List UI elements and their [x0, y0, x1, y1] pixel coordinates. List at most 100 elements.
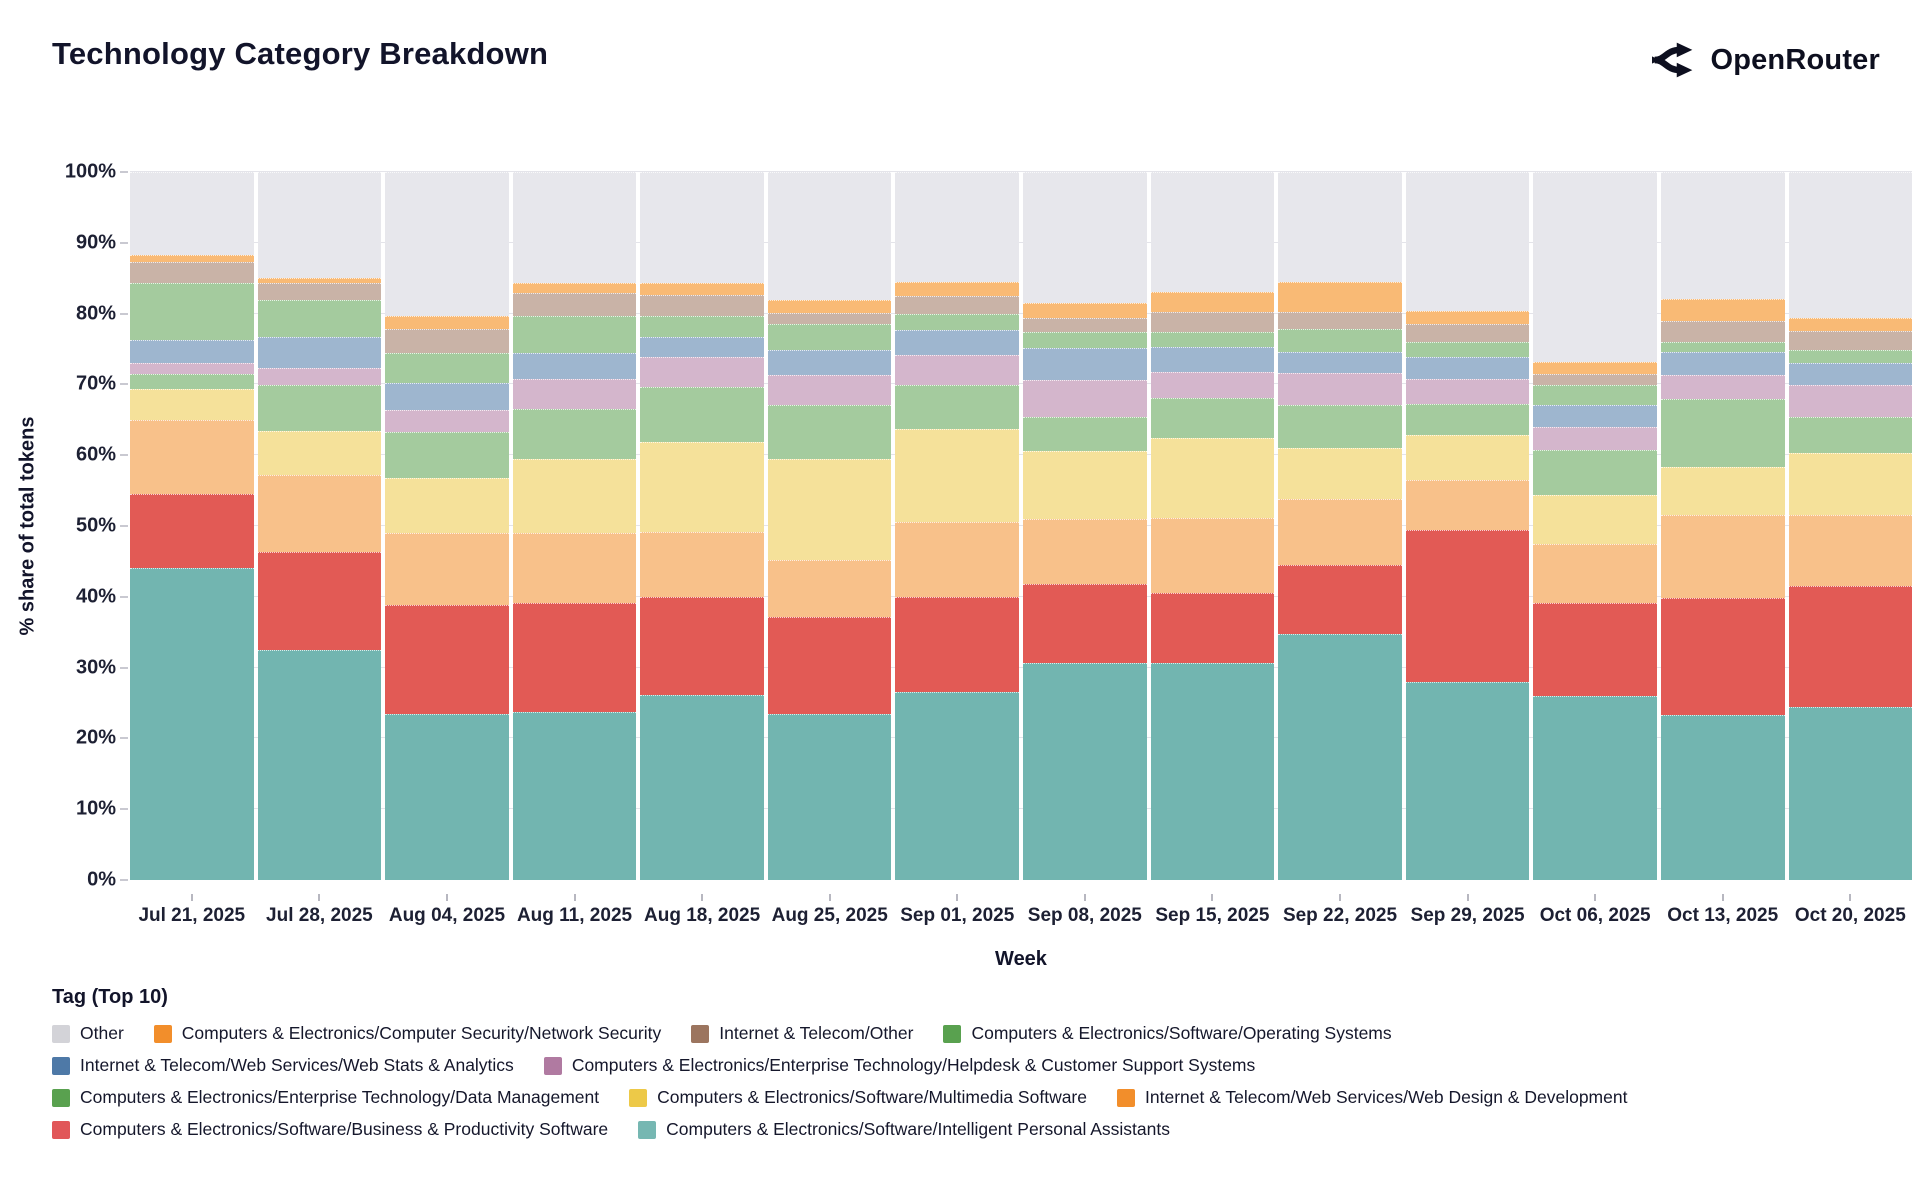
- bar-segment-ipa[interactable]: [385, 713, 509, 880]
- bar-segment-other[interactable]: [1150, 172, 1275, 292]
- bar-segment-dm[interactable]: [640, 386, 764, 442]
- bar-segment-other[interactable]: [130, 172, 254, 255]
- bar-segment-ns[interactable]: [1788, 317, 1913, 332]
- bar-segment-ns[interactable]: [1278, 281, 1402, 312]
- bar-segment-ito[interactable]: [767, 312, 892, 324]
- bar-segment-os[interactable]: [1788, 349, 1913, 363]
- bar-segment-dm[interactable]: [1405, 403, 1530, 435]
- bar-segment-bps[interactable]: [1660, 598, 1785, 716]
- bar-segment-wdd[interactable]: [1533, 543, 1657, 604]
- bar-segment-dm[interactable]: [1788, 417, 1913, 454]
- bar-segment-ns[interactable]: [385, 315, 509, 330]
- bar-segment-dm[interactable]: [1023, 417, 1147, 451]
- bar-segment-ns[interactable]: [257, 278, 382, 284]
- bar-segment-dm[interactable]: [130, 373, 254, 390]
- bar-segment-other[interactable]: [1660, 172, 1785, 299]
- bar-segment-wdd[interactable]: [767, 560, 892, 617]
- bar-segment-hd[interactable]: [257, 368, 382, 386]
- bar-segment-wdd[interactable]: [1660, 515, 1785, 599]
- bar-segment-bps[interactable]: [1788, 586, 1913, 707]
- bar-segment-dm[interactable]: [512, 408, 637, 460]
- bar-segment-wsa[interactable]: [130, 339, 254, 364]
- bar-segment-wdd[interactable]: [1278, 499, 1402, 565]
- bar-segment-hd[interactable]: [895, 354, 1020, 386]
- legend-item-wdd[interactable]: Internet & Telecom/Web Services/Web Desi…: [1117, 1087, 1627, 1108]
- bar-segment-ipa[interactable]: [895, 692, 1020, 880]
- bar-segment-dm[interactable]: [1150, 397, 1275, 439]
- bar-segment-os[interactable]: [1533, 385, 1657, 405]
- bar-segment-dm[interactable]: [1660, 398, 1785, 467]
- bar-segment-ns[interactable]: [1660, 298, 1785, 321]
- bar-segment-os[interactable]: [1660, 341, 1785, 352]
- bar-segment-other[interactable]: [1788, 172, 1913, 318]
- bar-segment-wsa[interactable]: [1150, 346, 1275, 372]
- legend-item-ipa[interactable]: Computers & Electronics/Software/Intelli…: [638, 1119, 1170, 1140]
- legend-item-mm[interactable]: Computers & Electronics/Software/Multime…: [629, 1087, 1087, 1108]
- bar-segment-wsa[interactable]: [1405, 356, 1530, 379]
- bar-segment-wdd[interactable]: [257, 475, 382, 553]
- bar-segment-wdd[interactable]: [1023, 518, 1147, 585]
- bar-segment-dm[interactable]: [257, 385, 382, 432]
- bar-segment-dm[interactable]: [767, 404, 892, 459]
- legend-item-hd[interactable]: Computers & Electronics/Enterprise Techn…: [543, 1055, 1255, 1076]
- bar-segment-wsa[interactable]: [257, 337, 382, 369]
- bar-segment-wdd[interactable]: [1788, 515, 1913, 587]
- bar-segment-dm[interactable]: [1533, 450, 1657, 495]
- bar-segment-ns[interactable]: [1533, 361, 1657, 374]
- bar-segment-ns[interactable]: [1405, 310, 1530, 324]
- bar-segment-other[interactable]: [895, 172, 1020, 282]
- bar-segment-mm[interactable]: [257, 431, 382, 476]
- bar-segment-bps[interactable]: [1150, 592, 1275, 664]
- bar-segment-mm[interactable]: [385, 477, 509, 534]
- bar-segment-mm[interactable]: [767, 458, 892, 560]
- bar-segment-ipa[interactable]: [1660, 715, 1785, 880]
- bar-segment-other[interactable]: [257, 172, 382, 279]
- bar-segment-ito[interactable]: [385, 329, 509, 354]
- legend-item-ns[interactable]: Computers & Electronics/Computer Securit…: [153, 1023, 661, 1044]
- bar-segment-wsa[interactable]: [1023, 348, 1147, 381]
- bar-segment-mm[interactable]: [1405, 434, 1530, 480]
- bar-segment-ito[interactable]: [895, 295, 1020, 314]
- bar-segment-wdd[interactable]: [1405, 480, 1530, 530]
- bar-segment-ito[interactable]: [1278, 311, 1402, 329]
- bar-segment-mm[interactable]: [1533, 494, 1657, 544]
- bar-segment-hd[interactable]: [1405, 378, 1530, 404]
- bar-segment-ipa[interactable]: [640, 695, 764, 880]
- bar-segment-bps[interactable]: [640, 596, 764, 696]
- bar-segment-os[interactable]: [1150, 332, 1275, 347]
- bar-segment-wsa[interactable]: [385, 383, 509, 410]
- bar-segment-mm[interactable]: [640, 441, 764, 532]
- bar-segment-hd[interactable]: [1788, 385, 1913, 417]
- bar-segment-hd[interactable]: [1150, 371, 1275, 398]
- bar-segment-os[interactable]: [257, 300, 382, 337]
- bar-segment-hd[interactable]: [1023, 380, 1147, 418]
- bar-segment-hd[interactable]: [512, 378, 637, 409]
- bar-segment-ito[interactable]: [1405, 323, 1530, 342]
- bar-segment-ipa[interactable]: [257, 649, 382, 880]
- bar-segment-hd[interactable]: [1660, 375, 1785, 399]
- bar-segment-bps[interactable]: [1278, 564, 1402, 634]
- bar-segment-bps[interactable]: [385, 605, 509, 714]
- bar-segment-ns[interactable]: [895, 281, 1020, 296]
- bar-segment-ito[interactable]: [640, 294, 764, 316]
- bar-segment-ito[interactable]: [130, 262, 254, 284]
- bar-segment-ns[interactable]: [767, 300, 892, 313]
- bar-segment-wdd[interactable]: [640, 531, 764, 597]
- bar-segment-other[interactable]: [640, 172, 764, 283]
- bar-segment-ipa[interactable]: [512, 712, 637, 880]
- bar-segment-dm[interactable]: [895, 385, 1020, 430]
- bar-segment-ito[interactable]: [1023, 317, 1147, 333]
- bar-segment-wdd[interactable]: [385, 533, 509, 606]
- legend-item-dm[interactable]: Computers & Electronics/Enterprise Techn…: [52, 1087, 599, 1108]
- bar-segment-wsa[interactable]: [1788, 362, 1913, 386]
- bar-segment-dm[interactable]: [1278, 404, 1402, 449]
- bar-segment-ito[interactable]: [1660, 320, 1785, 342]
- legend-item-ito[interactable]: Internet & Telecom/Other: [691, 1023, 913, 1044]
- bar-segment-bps[interactable]: [895, 596, 1020, 693]
- bar-segment-other[interactable]: [385, 172, 509, 316]
- bar-segment-bps[interactable]: [1533, 603, 1657, 696]
- bar-segment-dm[interactable]: [385, 431, 509, 478]
- bar-segment-ns[interactable]: [130, 254, 254, 262]
- bar-segment-other[interactable]: [1405, 172, 1530, 311]
- bar-segment-ipa[interactable]: [1405, 681, 1530, 880]
